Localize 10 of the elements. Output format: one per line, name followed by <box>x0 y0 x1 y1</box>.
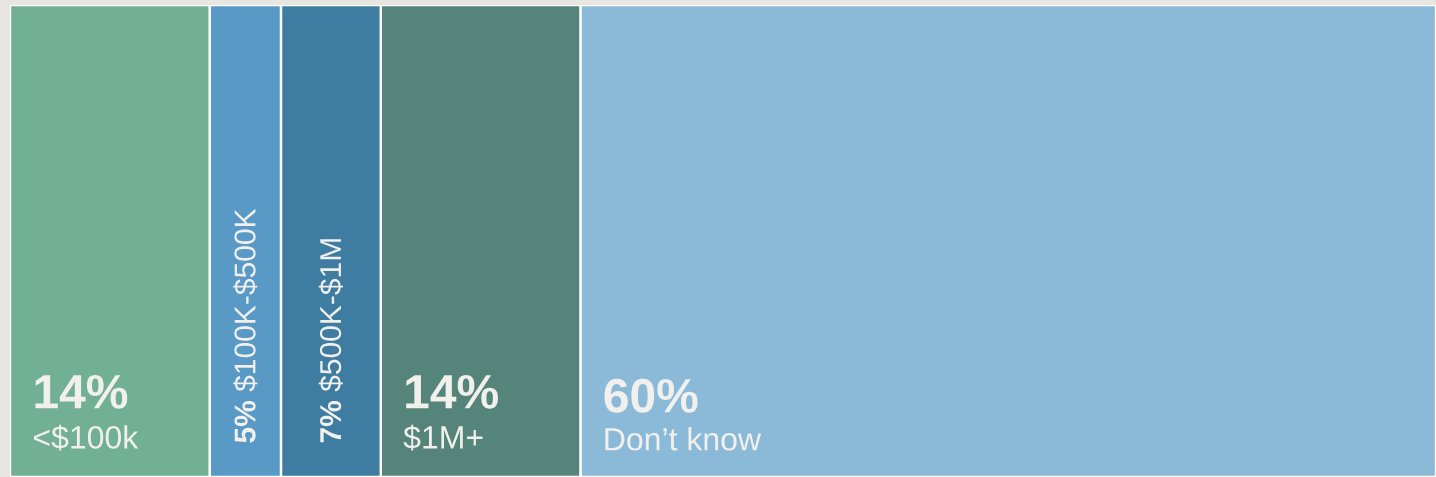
data-label: 14% <box>35 374 128 409</box>
data-label: 14% <box>406 374 498 409</box>
data-label: 7% <box>320 401 342 443</box>
series-label: $1M+ <box>403 424 483 451</box>
data-label: 60% <box>604 378 698 413</box>
series-label: $100K-$500K <box>233 208 258 392</box>
series-label: Don’t know <box>605 427 762 451</box>
data-label: 5% <box>234 401 256 443</box>
series-label: $500K-$1M <box>318 239 343 392</box>
series-label: <$100k <box>33 424 139 451</box>
